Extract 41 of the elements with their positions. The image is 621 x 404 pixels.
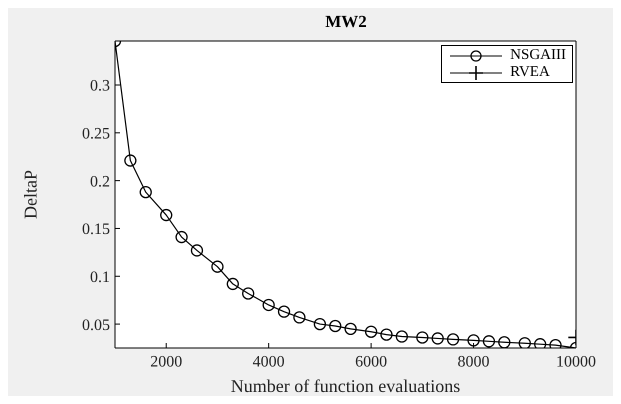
point [518,337,531,348]
point [160,208,172,222]
point [175,230,188,244]
y-tick-label: 0.3 [90,78,110,95]
point [344,322,357,336]
point [329,320,342,332]
point [380,328,393,341]
point [211,260,224,273]
legend-label: NSGAIII [510,47,566,64]
point [482,335,496,348]
point [432,332,444,345]
point [534,338,546,348]
point [226,278,239,290]
point [293,311,306,324]
point [498,336,510,348]
y-tick-label: 0.05 [82,316,110,334]
point [446,333,460,346]
point [416,331,428,344]
point [314,318,326,330]
y-axis-title: DeltaP [20,170,40,219]
point [124,154,137,167]
x-tick-label: 4000 [252,353,285,370]
point [242,287,254,300]
x-tick-label: 6000 [355,353,388,370]
y-tick-label: 0.15 [82,221,110,238]
legend-label: RVEA [510,64,550,81]
x-tick-label: 10000 [556,353,596,370]
chart-title: MW2 [324,12,368,32]
point [396,330,408,343]
point [190,244,204,257]
point [364,326,378,338]
point [262,298,275,312]
x-tick-label: 8000 [458,353,490,370]
point [278,306,290,318]
y-tick-label: 0.2 [90,173,110,190]
y-tick-label: 0.25 [82,125,110,142]
x-tick-label: 2000 [150,353,182,370]
x-axis-title: Number of function evaluations [230,376,460,396]
point [467,334,480,346]
y-tick-label: 0.1 [90,268,110,286]
point [140,186,152,198]
